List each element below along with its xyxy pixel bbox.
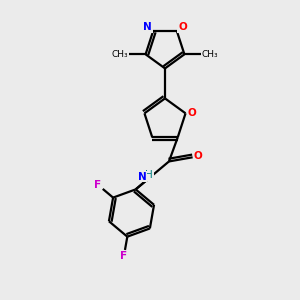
Text: O: O: [178, 22, 187, 32]
Text: CH₃: CH₃: [202, 50, 218, 59]
Text: H: H: [145, 170, 153, 180]
Text: F: F: [120, 251, 128, 262]
Text: O: O: [194, 151, 202, 161]
Text: N: N: [138, 172, 147, 182]
Text: N: N: [143, 22, 152, 32]
Text: F: F: [94, 180, 101, 190]
Text: O: O: [188, 108, 197, 118]
Text: CH₃: CH₃: [112, 50, 128, 59]
